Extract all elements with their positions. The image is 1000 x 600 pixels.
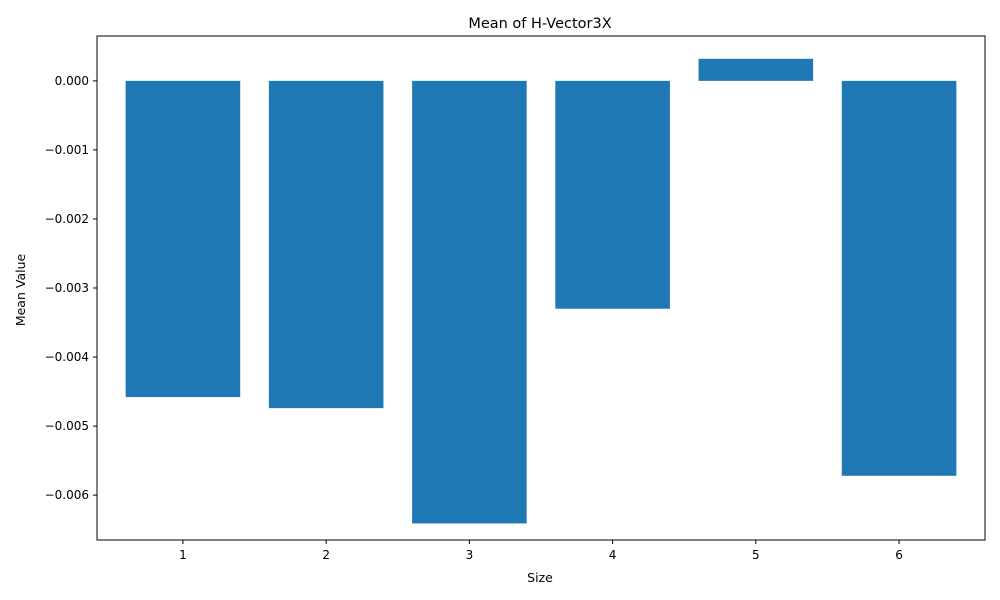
x-tick-label: 5	[752, 548, 760, 562]
x-tick-label: 4	[609, 548, 617, 562]
y-tick-label: −0.004	[45, 350, 89, 364]
bar-2	[268, 80, 384, 409]
x-axis-label: Size	[527, 570, 553, 585]
y-axis: 0.000 −0.001 −0.002 −0.003 −0.004 −0.005 −0.00…	[45, 74, 97, 502]
plot-frame	[96, 35, 986, 541]
y-tick-label: 0.000	[55, 74, 89, 88]
x-tick-label: 1	[179, 548, 187, 562]
bars-group	[125, 58, 957, 524]
bar-3	[412, 80, 527, 524]
chart-title: Mean of H-Vector3X	[468, 16, 611, 32]
x-axis: 1 2 3 4 5 6	[179, 540, 903, 562]
bar-5	[698, 58, 814, 81]
y-tick-label: −0.001	[45, 143, 89, 157]
y-tick-label: −0.006	[45, 488, 89, 502]
y-tick-label: −0.002	[45, 212, 89, 226]
y-axis-label: Mean Value	[13, 254, 28, 327]
bar-1	[125, 80, 241, 398]
x-tick-label: 2	[322, 548, 330, 562]
x-tick-label: 6	[895, 548, 903, 562]
y-tick-label: −0.003	[45, 281, 89, 295]
bar-4	[555, 80, 670, 309]
x-tick-label: 3	[466, 548, 474, 562]
y-tick-label: −0.005	[45, 419, 89, 433]
bar-6	[841, 80, 957, 476]
